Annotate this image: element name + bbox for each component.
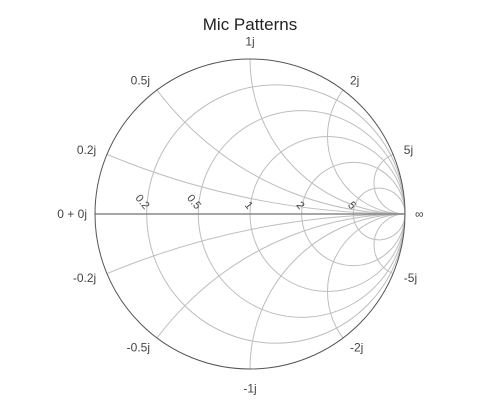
reactance-label: -5j [404, 271, 417, 285]
reactance-label: -0.5j [127, 340, 150, 354]
chart-title: Mic Patterns [203, 15, 297, 34]
reactance-arc-neg-2 [327, 213, 405, 369]
reactance-label: 0.2j [77, 143, 96, 157]
real-axis-start-label: 0 + 0j [57, 207, 87, 221]
reactance-arc-pos-5 [373, 151, 405, 215]
unit-circle-boundary [94, 58, 406, 370]
reactance-label: -0.2j [73, 271, 96, 285]
reactance-label: 2j [350, 74, 359, 88]
reactance-arc-neg-0.5 [95, 213, 405, 369]
resistance-label-0.2: 0.2 [133, 192, 152, 211]
reactance-label: -1j [243, 382, 256, 396]
reactance-arc-pos-0.5 [95, 59, 405, 215]
reactance-label: 0.5j [131, 74, 150, 88]
reactance-arc-neg-0.2 [95, 213, 405, 369]
reactance-label: 5j [404, 143, 413, 157]
reactance-arc-neg-1 [249, 213, 405, 369]
reactance-arc-neg-5 [373, 213, 405, 277]
reactance-label: -2j [350, 340, 363, 354]
resistance-label-2: 2 [293, 200, 306, 212]
resistance-label-1: 1 [242, 200, 255, 212]
reactance-label: 1j [245, 34, 254, 48]
reactance-arc-pos-2 [327, 59, 405, 215]
real-axis-end-label: ∞ [415, 207, 424, 221]
